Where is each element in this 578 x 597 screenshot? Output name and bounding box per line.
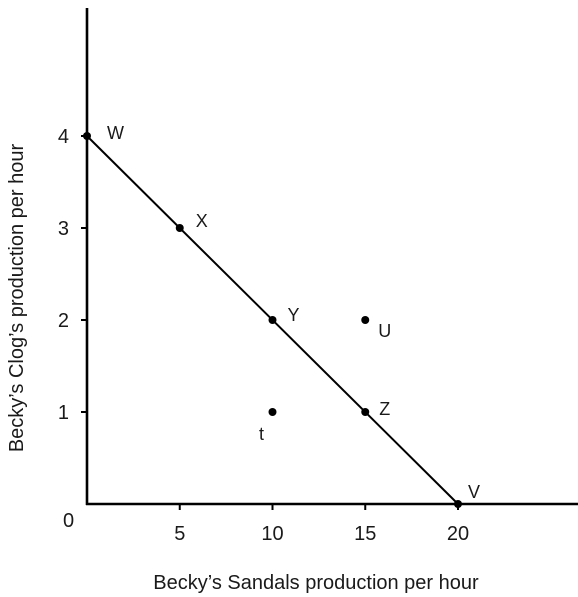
- point-x: [175, 224, 184, 232]
- origin-label: 0: [63, 510, 74, 532]
- point-t: [268, 408, 277, 416]
- point-u: [361, 316, 370, 324]
- y-tick-label: 2: [58, 310, 69, 332]
- x-tick-label: 20: [447, 523, 469, 545]
- point-v: [454, 500, 462, 508]
- point-label-z: Z: [379, 399, 390, 419]
- point-z: [361, 408, 370, 416]
- y-tick-label: 4: [58, 126, 69, 148]
- point-label-x: X: [196, 211, 208, 231]
- y-axis-label: Becky’s Clog’s production per hour: [6, 144, 28, 453]
- x-axis-label: Becky’s Sandals production per hour: [153, 572, 479, 594]
- point-label-u: U: [378, 321, 391, 341]
- point-w: [83, 132, 91, 140]
- point-label-t: t: [259, 424, 264, 444]
- x-tick-label: 5: [174, 523, 185, 545]
- y-tick-label: 3: [58, 218, 69, 240]
- point-label-y: Y: [288, 305, 300, 325]
- y-tick-label: 1: [58, 402, 69, 424]
- x-tick-label: 15: [354, 523, 376, 545]
- point-label-w: W: [107, 123, 124, 143]
- x-tick-label: 10: [261, 523, 283, 545]
- point-label-v: V: [468, 482, 480, 502]
- point-y: [268, 316, 277, 324]
